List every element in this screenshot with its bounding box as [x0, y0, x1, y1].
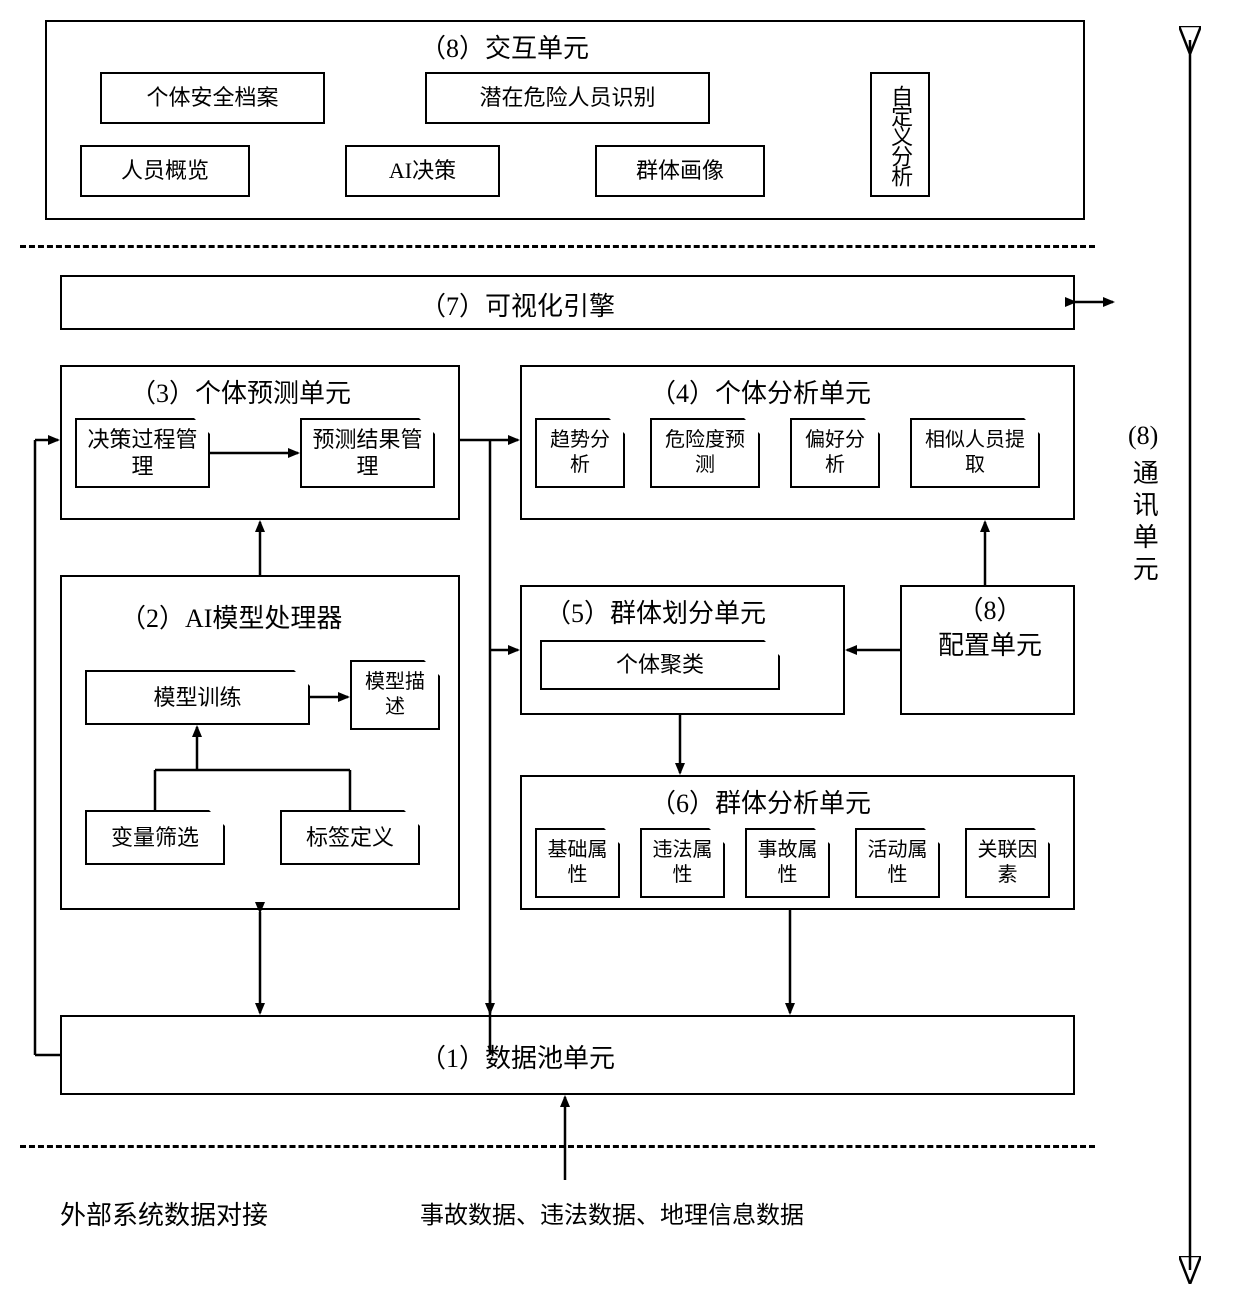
- chip-risk-predict: 危险度预测: [650, 418, 760, 488]
- cfg-num: （8）: [957, 596, 1022, 625]
- unit8-title: （8）交互单元: [420, 28, 589, 65]
- unit1-title: （1）数据池单元: [420, 1038, 615, 1075]
- comm-unit-label: (8) 通讯单元: [1128, 420, 1156, 594]
- chip-model-desc: 模型描述: [350, 660, 440, 730]
- dashed-sep-2: [20, 1145, 1095, 1148]
- chip-similar: 相似人员提取: [910, 418, 1040, 488]
- data-sources-label: 事故数据、违法数据、地理信息数据: [420, 1195, 804, 1230]
- chip-predict-result: 预测结果管理: [300, 418, 435, 488]
- chip-var-filter: 变量筛选: [85, 810, 225, 865]
- comm-text: 通讯单元: [1128, 459, 1159, 587]
- unit2-title: （2）AI模型处理器: [120, 598, 342, 635]
- diagram-canvas: （8）交互单元 个体安全档案 潜在危险人员识别 人员概览 AI决策 群体画像 自…: [0, 0, 1240, 1310]
- chip-profile: 个体安全档案: [100, 72, 325, 124]
- chip-decision-proc: 决策过程管理: [75, 418, 210, 488]
- unit8-config-title: （8） 配置单元: [920, 593, 1060, 663]
- dashed-sep-1: [20, 245, 1095, 248]
- chip-person-overview: 人员概览: [80, 145, 250, 197]
- chip-relation: 关联因素: [965, 828, 1050, 898]
- chip-tag-def: 标签定义: [280, 810, 420, 865]
- cfg-label: 配置单元: [938, 631, 1042, 660]
- unit3-title: （3）个体预测单元: [130, 373, 351, 410]
- chip-group-portrait: 群体画像: [595, 145, 765, 197]
- chip-base-attr: 基础属性: [535, 828, 620, 898]
- external-data-label: 外部系统数据对接: [60, 1195, 268, 1232]
- chip-preference: 偏好分析: [790, 418, 880, 488]
- chip-custom-analysis: 自定义分析: [870, 72, 930, 197]
- chip-cluster: 个体聚类: [540, 640, 780, 690]
- unit5-title: （5）群体划分单元: [545, 593, 766, 630]
- chip-trend: 趋势分析: [535, 418, 625, 488]
- chip-model-train: 模型训练: [85, 670, 310, 725]
- comm-num: (8): [1128, 421, 1158, 450]
- chip-ai-decision: AI决策: [345, 145, 500, 197]
- unit7-title: （7）可视化引擎: [420, 286, 615, 323]
- chip-accident-attr: 事故属性: [745, 828, 830, 898]
- chip-illegal-attr: 违法属性: [640, 828, 725, 898]
- custom-analysis-label: 自定义分析: [888, 85, 912, 185]
- unit6-title: （6）群体分析单元: [650, 783, 871, 820]
- chip-activity-attr: 活动属性: [855, 828, 940, 898]
- chip-danger-id: 潜在危险人员识别: [425, 72, 710, 124]
- unit4-title: （4）个体分析单元: [650, 373, 871, 410]
